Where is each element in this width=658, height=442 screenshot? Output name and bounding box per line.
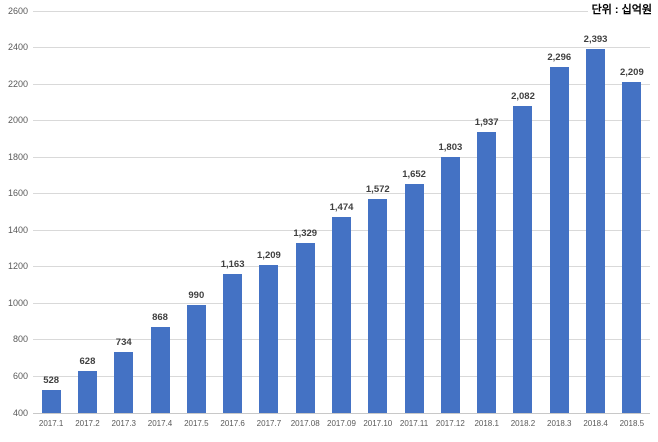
y-tick-label: 2400	[7, 42, 28, 53]
gridline	[33, 156, 650, 158]
x-tick-label: 2017.2	[75, 419, 100, 428]
y-tick-label: 1600	[7, 188, 28, 199]
bar	[259, 265, 279, 413]
y-tick-label: 1000	[7, 297, 28, 308]
bar-value-label: 868	[152, 312, 168, 324]
bar	[114, 351, 134, 413]
bar-value-label: 1,652	[402, 169, 426, 181]
bar-value-label: 1,329	[293, 228, 318, 240]
bar-value-label: 1,572	[365, 183, 390, 195]
bar-value-label: 1,474	[329, 201, 354, 213]
x-tick-label: 2017.1	[38, 419, 64, 428]
x-tick-label: 2018.4	[583, 419, 608, 428]
bar	[186, 305, 206, 413]
bar-value-label: 2,209	[619, 67, 644, 79]
bar	[440, 156, 460, 413]
bar	[223, 273, 243, 413]
x-tick-label: 2017.09	[327, 419, 356, 428]
x-tick-label: 2017.7	[256, 419, 282, 428]
x-tick-label: 2017.12	[435, 419, 465, 428]
bar	[41, 389, 61, 413]
bar-value-label: 1,803	[438, 141, 463, 153]
bar	[513, 105, 533, 413]
x-tick-label: 2018.1	[474, 419, 499, 428]
bar-value-label: 1,209	[257, 250, 281, 262]
bar-value-label: 628	[79, 356, 96, 368]
y-tick-label: 1400	[7, 224, 28, 235]
gridline	[33, 193, 650, 195]
x-axis-line	[33, 412, 650, 414]
bar-value-label: 1,937	[474, 117, 499, 129]
y-tick-label: 800	[12, 334, 28, 345]
bar	[549, 66, 569, 413]
y-tick-label: 600	[12, 370, 28, 381]
bar-value-label: 990	[188, 290, 205, 302]
bar-value-label: 2,393	[583, 33, 608, 45]
bar	[586, 48, 606, 413]
bar	[622, 82, 642, 413]
gridline	[33, 83, 650, 85]
bar	[295, 243, 315, 413]
x-tick-label: 2017.11	[399, 419, 429, 428]
bar	[77, 371, 97, 413]
y-tick-label: 1800	[7, 151, 28, 162]
x-tick-label: 2018.3	[547, 419, 572, 428]
unit-label: 단위 : 십억원	[587, 1, 652, 17]
x-tick-label: 2018.5	[619, 419, 645, 428]
y-tick-label: 2600	[7, 5, 28, 16]
gridline	[33, 47, 650, 49]
bar	[332, 216, 351, 413]
x-tick-label: 2017.10	[363, 419, 393, 428]
bar	[150, 327, 170, 413]
gridline	[33, 120, 650, 122]
bar	[404, 184, 424, 413]
y-tick-label: 1200	[7, 261, 28, 272]
x-tick-label: 2017.6	[220, 419, 245, 428]
bar	[477, 132, 497, 413]
bar-value-label: 528	[43, 374, 60, 386]
x-tick-label: 2017.4	[147, 419, 173, 428]
bar	[368, 198, 388, 413]
y-tick-label: 2200	[7, 78, 28, 89]
bar-value-label: 2,082	[511, 90, 535, 102]
x-tick-label: 2018.2	[510, 419, 536, 428]
y-tick-label: 400	[12, 407, 28, 418]
y-tick-label: 2000	[7, 115, 28, 126]
bar-value-label: 1,163	[220, 258, 245, 270]
bar-value-label: 2,296	[547, 51, 572, 63]
x-tick-label: 2017.08	[290, 419, 320, 428]
gridline	[33, 10, 650, 12]
bar-value-label: 734	[115, 336, 132, 348]
x-tick-label: 2017.3	[111, 419, 136, 428]
x-tick-label: 2017.5	[184, 419, 209, 428]
